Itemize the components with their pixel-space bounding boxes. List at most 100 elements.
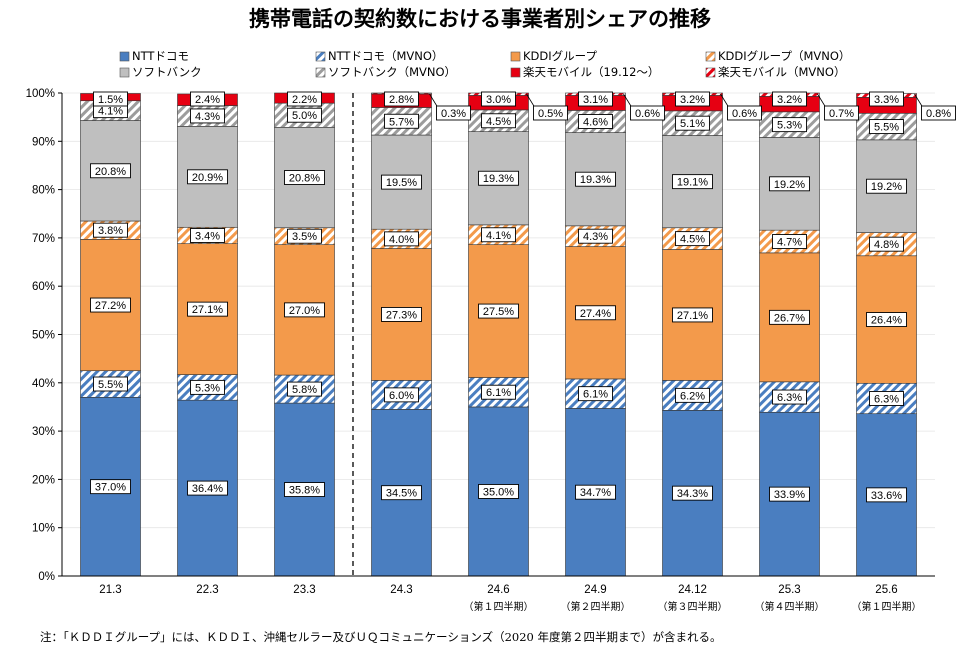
- x-tick-label-3: 24.3: [390, 584, 412, 596]
- label-1-series-1: 5.3%: [195, 382, 220, 394]
- leader-8: [914, 93, 923, 108]
- label-5-series-1-box: [578, 386, 613, 402]
- label-5-series-3-box: [578, 228, 613, 244]
- label-8-series-0: 33.6%: [871, 490, 902, 502]
- label-3-series-1: 6.0%: [389, 390, 414, 402]
- label-3-series-2-box: [381, 307, 422, 322]
- legend-label-6: 楽天モバイル（19.12～）: [523, 65, 659, 79]
- label-6-series-3-box: [675, 231, 710, 247]
- label-5-series-7-box: [630, 105, 665, 121]
- label-8-series-5: 5.5%: [874, 122, 899, 134]
- x-sub-label-5: （第２四半期）: [561, 600, 631, 613]
- label-6-series-5: 5.1%: [680, 118, 705, 130]
- label-5-series-7: 0.6%: [635, 108, 660, 120]
- label-2-series-1: 5.8%: [292, 384, 317, 396]
- label-1-series-4: 20.9%: [192, 172, 223, 184]
- x-tick-label-0: 21.3: [99, 584, 121, 596]
- x-sub-label-4: （第１四半期）: [464, 600, 534, 613]
- label-8-series-6: 3.3%: [874, 94, 899, 106]
- label-6-series-0-box: [672, 485, 713, 501]
- legend-swatch-6: [510, 67, 521, 78]
- label-3-series-0-box: [381, 485, 422, 501]
- label-3-series-7-box: [436, 105, 471, 121]
- x-tick-label-5: 24.9: [584, 584, 606, 596]
- legend-label-7: 楽天モバイル（MVNO）: [718, 65, 845, 79]
- leader-6: [720, 93, 729, 108]
- label-4-series-1-box: [481, 384, 516, 400]
- label-8-series-3: 4.8%: [874, 239, 899, 251]
- label-7-series-3: 4.7%: [777, 237, 802, 249]
- legend-label-5: ソフトバンク（MVNO）: [328, 65, 456, 79]
- label-3-series-7: 0.3%: [441, 108, 466, 120]
- label-5-series-2-box: [575, 305, 616, 321]
- label-4-series-0: 35.0%: [483, 486, 514, 498]
- y-tick-label-6: 60%: [32, 281, 55, 293]
- label-4-series-6: 3.0%: [486, 94, 511, 106]
- label-6-series-2-box: [672, 307, 713, 323]
- label-6-series-0: 34.3%: [677, 488, 708, 500]
- label-0-series-1: 5.5%: [98, 379, 123, 391]
- label-4-series-0-box: [478, 484, 519, 499]
- label-7-series-3-box: [772, 234, 807, 249]
- label-2-series-2: 27.0%: [289, 305, 320, 317]
- label-2-series-0-box: [284, 482, 325, 497]
- label-4-series-5: 4.5%: [486, 116, 511, 128]
- label-1-series-6-box: [190, 91, 225, 107]
- label-5-series-2: 27.4%: [580, 308, 611, 320]
- label-7-series-5-box: [772, 117, 807, 133]
- label-7-series-6-box: [772, 91, 807, 107]
- label-4-series-7-box: [533, 105, 568, 121]
- y-tick-label-9: 90%: [32, 136, 55, 148]
- label-0-series-4: 20.8%: [95, 166, 126, 178]
- legend-label-1: NTTドコモ（MVNO）: [328, 49, 443, 63]
- legend-label-0: NTTドコモ: [132, 49, 189, 63]
- label-2-series-5-box: [287, 107, 322, 123]
- leader-3: [429, 93, 438, 108]
- legend-swatch-7: [705, 67, 716, 78]
- leader-4: [526, 93, 535, 108]
- label-2-series-3: 3.5%: [292, 231, 317, 243]
- label-4-series-2: 27.5%: [483, 306, 514, 318]
- label-2-series-1-box: [287, 381, 322, 397]
- label-6-series-7: 0.6%: [732, 108, 757, 120]
- legend-swatch-5: [315, 67, 326, 78]
- y-tick-label-5: 50%: [32, 330, 55, 342]
- label-3-series-5: 5.7%: [389, 116, 414, 128]
- legend-label-4: ソフトバンク: [132, 65, 202, 79]
- label-4-series-3-box: [481, 227, 516, 243]
- label-0-series-2-box: [90, 297, 131, 313]
- label-7-series-0: 33.9%: [774, 489, 805, 501]
- label-8-series-2: 26.4%: [871, 315, 902, 327]
- legend-swatch-2: [510, 51, 521, 62]
- label-8-series-5-box: [869, 119, 904, 135]
- label-6-series-3: 4.5%: [680, 234, 705, 246]
- label-7-series-6: 3.2%: [777, 94, 802, 106]
- label-4-series-6-box: [481, 91, 516, 107]
- label-6-series-6: 3.2%: [680, 94, 705, 106]
- legend-label-3: KDDIグループ（MVNO）: [718, 49, 850, 63]
- bar-7-series-5: [759, 111, 820, 138]
- label-1-series-3-box: [190, 228, 225, 243]
- label-5-series-5-box: [578, 114, 613, 129]
- label-2-series-2-box: [284, 302, 325, 318]
- label-5-series-0-box: [575, 484, 616, 500]
- y-tick-label-4: 40%: [32, 378, 55, 390]
- x-tick-label-1: 22.3: [196, 584, 218, 596]
- label-6-series-7-box: [727, 105, 762, 121]
- label-1-series-2-box: [187, 301, 228, 317]
- y-tick-label-7: 70%: [32, 233, 55, 245]
- y-tick-label-0: 0%: [38, 571, 55, 583]
- x-tick-label-4: 24.6: [487, 584, 509, 596]
- legend-swatch-1: [315, 51, 326, 62]
- label-8-series-2-box: [866, 312, 907, 327]
- label-7-series-7: 0.7%: [829, 108, 854, 120]
- label-5-series-4: 19.3%: [580, 174, 611, 186]
- x-sub-label-7: （第４四半期）: [755, 600, 825, 613]
- label-6-series-1: 6.2%: [680, 390, 705, 402]
- label-5-series-5: 4.6%: [583, 116, 608, 128]
- label-0-series-1-box: [93, 376, 128, 392]
- label-3-series-3-box: [384, 231, 419, 247]
- label-7-series-1: 6.3%: [777, 392, 802, 404]
- label-5-series-6: 3.1%: [583, 94, 608, 106]
